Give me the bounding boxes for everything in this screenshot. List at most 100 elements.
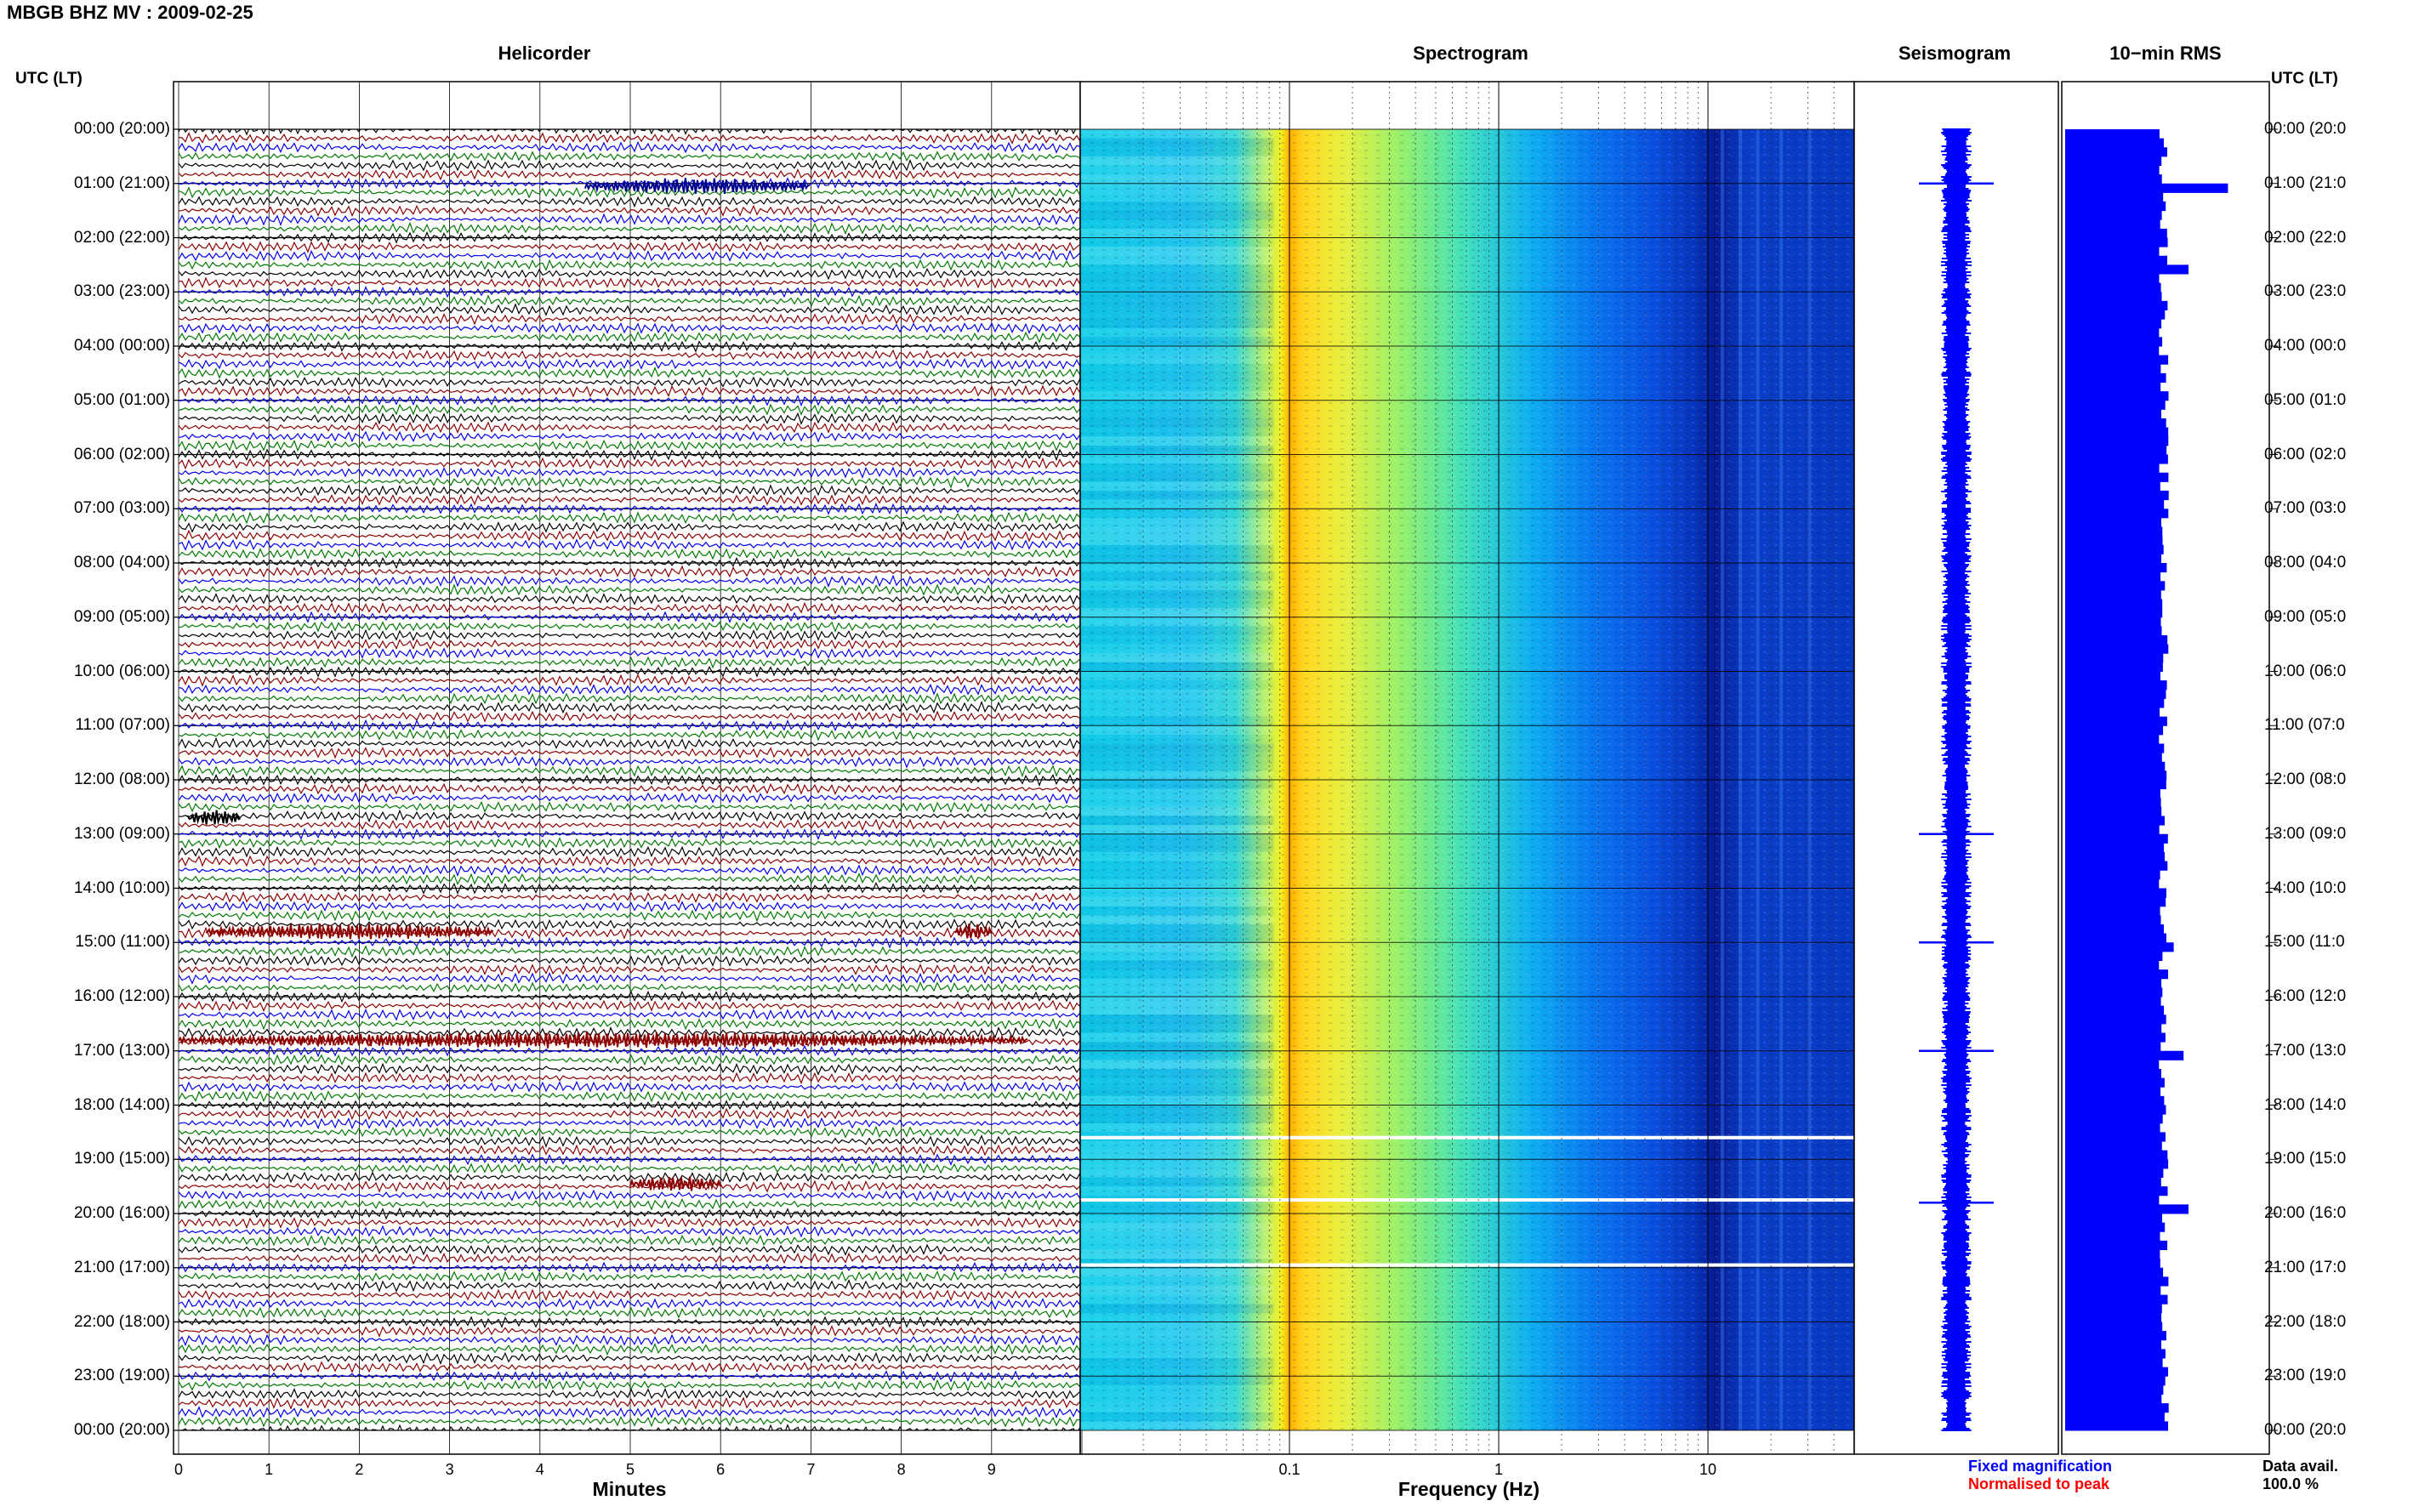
time-label-left: 23:00 (19:00) <box>73 1367 170 1385</box>
time-label-left: 22:00 (18:00) <box>73 1312 170 1331</box>
page-title: MBGB BHZ MV : 2009-02-25 <box>7 2 253 24</box>
time-label-left: 20:00 (16:00) <box>73 1204 170 1222</box>
time-label-left: 10:00 (06:00) <box>73 662 170 680</box>
time-label-left: 06:00 (02:00) <box>73 445 170 463</box>
helicorder-trace <box>178 321 1080 335</box>
time-label-left: 21:00 (17:00) <box>73 1258 170 1276</box>
helicorder-trace <box>178 647 1080 660</box>
helicorder-trace <box>178 1225 1080 1238</box>
rms-bar <box>2065 1042 2161 1052</box>
helicorder-trace <box>178 349 1080 361</box>
spectrogram-x-tick-label: 0.1 <box>1278 1461 1301 1478</box>
rms-bar <box>2065 1150 2168 1160</box>
helicorder-trace <box>178 782 1080 796</box>
helicorder-trace <box>178 1054 1080 1066</box>
helicorder-trace <box>178 746 1080 759</box>
rms-bar <box>2065 1259 2160 1269</box>
helicorder-trace <box>178 1207 1080 1220</box>
helicorder-trace <box>178 186 1080 199</box>
rms-bar <box>2065 156 2162 166</box>
time-label-right: 16:00 (12:0 <box>2264 987 2347 1005</box>
helicorder-trace <box>178 1370 1080 1383</box>
helicorder-trace <box>178 230 1080 244</box>
helicorder-trace <box>178 484 1080 497</box>
rms-bar <box>2065 1358 2163 1368</box>
helicorder-trace <box>178 855 1080 867</box>
helicorder-trace <box>178 583 1080 596</box>
rms-bar <box>2065 509 2169 519</box>
helicorder-trace <box>178 538 1080 551</box>
rms-bar <box>2065 933 2166 943</box>
helicorder-trace <box>178 700 1080 714</box>
rms-bar <box>2065 753 2162 763</box>
helicorder-x-tick-label: 5 <box>625 1461 635 1478</box>
rms-bar <box>2065 653 2164 663</box>
rms-bar <box>2065 1384 2164 1395</box>
helicorder-trace <box>178 1361 1080 1373</box>
rms-bar <box>2065 237 2168 247</box>
helicorder-trace <box>178 1017 1080 1031</box>
helicorder-trace <box>178 412 1080 425</box>
helicorder-trace <box>178 1179 1080 1193</box>
time-label-left: 15:00 (11:00) <box>75 933 170 952</box>
rms-bar <box>2065 635 2168 645</box>
helicorder-trace <box>178 1107 1080 1121</box>
helicorder-x-tick-label: 6 <box>716 1461 726 1478</box>
rms-bar <box>2065 987 2163 998</box>
helicorder-xlabel: Minutes <box>592 1478 667 1500</box>
helicorder-x-tick-label: 7 <box>806 1461 816 1478</box>
helicorder-trace <box>178 773 1080 787</box>
spectrogram-header-area <box>1080 82 1854 129</box>
helicorder-trace <box>178 1298 1080 1310</box>
time-label-left: 05:00 (01:00) <box>73 390 170 409</box>
rms-bar <box>2065 716 2167 726</box>
time-label-left: 17:00 (13:00) <box>73 1041 170 1060</box>
spectrogram-x-tick-label: 10 <box>1699 1461 1717 1478</box>
time-label-right: 06:00 (02:0 <box>2264 445 2347 463</box>
rms-bar <box>2065 1141 2162 1151</box>
rms-bar <box>2065 310 2166 320</box>
helicorder-trace <box>178 765 1080 778</box>
rms-bar <box>2065 951 2163 961</box>
helicorder-trace <box>178 1044 1080 1058</box>
helicorder-trace <box>178 1117 1080 1130</box>
time-label-right: 22:00 (18:0 <box>2264 1312 2347 1331</box>
time-label-right: 13:00 (09:0 <box>2264 824 2347 843</box>
helicorder-trace <box>178 692 1080 705</box>
helicorder-trace <box>178 945 1080 958</box>
helicorder-trace <box>178 873 1080 886</box>
rms-bar <box>2065 282 2161 293</box>
helicorder-trace <box>178 340 1080 353</box>
rms-bar <box>2065 878 2160 889</box>
helicorder-trace <box>178 1144 1080 1157</box>
rms-bar <box>2065 192 2164 202</box>
helicorder-trace <box>178 1153 1080 1166</box>
helicorder-x-tick-label: 0 <box>174 1461 184 1478</box>
rms-bar <box>2065 1105 2166 1115</box>
helicorder-trace <box>178 511 1080 525</box>
helicorder-trace <box>178 475 1080 489</box>
left-axis-tag: UTC (LT) <box>15 70 83 88</box>
data-avail-value: 100.0 % <box>2262 1475 2319 1492</box>
right-axis-tag: UTC (LT) <box>2271 70 2338 88</box>
helicorder-trace <box>178 1324 1080 1338</box>
helicorder-trace <box>178 1009 1080 1021</box>
time-label-right: 09:00 (05:0 <box>2264 607 2347 626</box>
helicorder-trace <box>178 710 1080 724</box>
helicorder-trace <box>178 990 1080 1003</box>
rms-bar <box>2065 960 2160 970</box>
helicorder-trace <box>178 574 1080 588</box>
rms-bar <box>2065 491 2169 501</box>
rms-bar <box>2065 1367 2168 1377</box>
spectrogram-data-gap <box>1080 1198 1854 1202</box>
rms-bar <box>2065 427 2169 437</box>
time-label-left: 11:00 (07:00) <box>75 716 170 735</box>
helicorder-x-tick-label: 1 <box>265 1461 274 1478</box>
rms-bar <box>2065 364 2161 374</box>
rms-bar <box>2065 1349 2166 1359</box>
rms-bar <box>2065 183 2228 193</box>
rms-bar <box>2065 544 2164 554</box>
time-label-right: 02:00 (22:0 <box>2264 228 2347 247</box>
rms-bar <box>2065 1339 2161 1350</box>
helicorder-trace <box>178 845 1080 858</box>
